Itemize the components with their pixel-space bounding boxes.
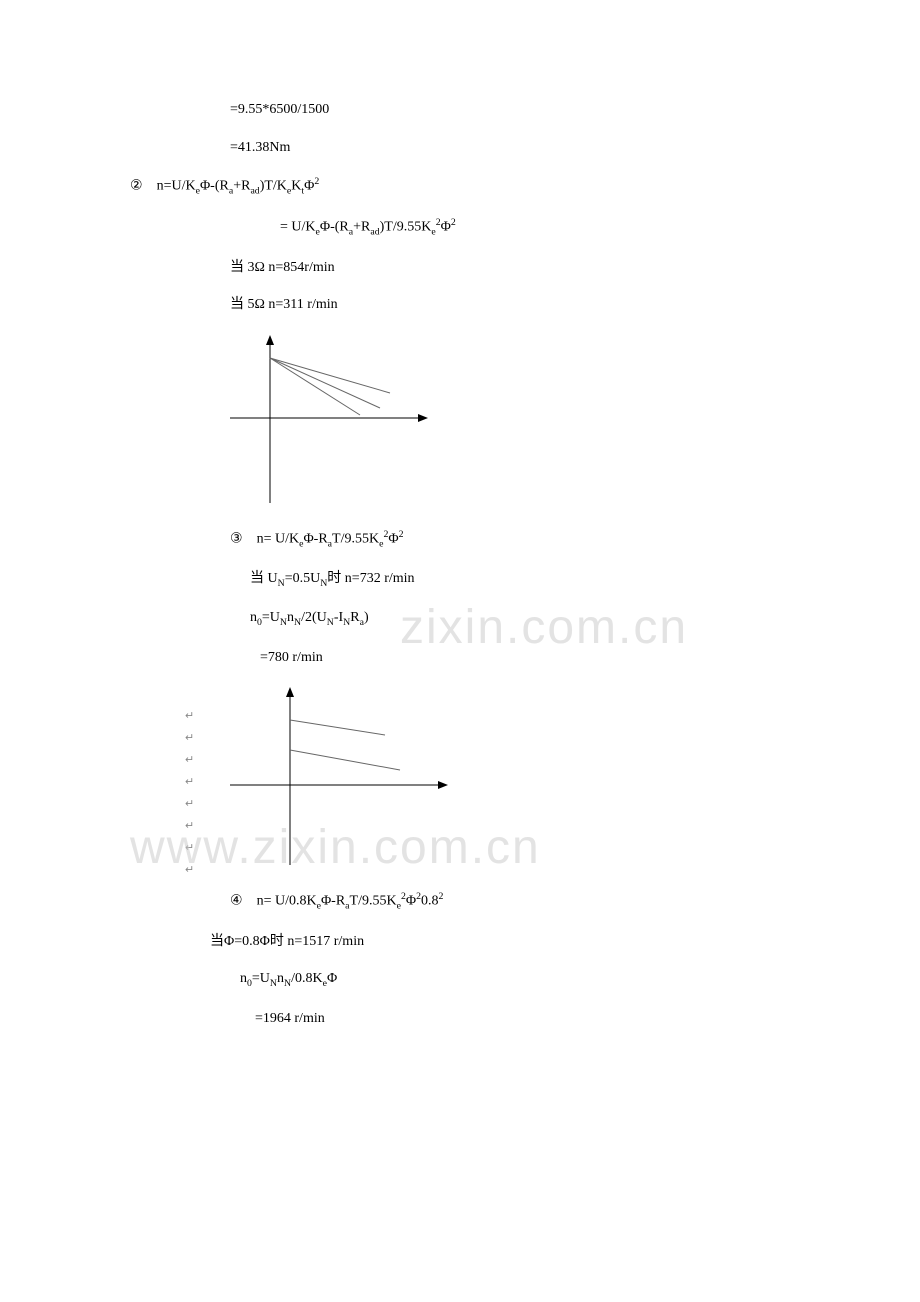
marker-4: ④ <box>230 894 243 909</box>
n0-result2: =1964 r/min <box>130 1009 830 1029</box>
n0-eq2: n0=UNnN/0.8KeΦ <box>130 969 830 991</box>
paragraph-markers: ↵↵↵↵↵↵↵↵ <box>185 705 194 881</box>
graph-2-svg <box>230 685 450 865</box>
case-phi08: 当Φ=0.8Φ时 n=1517 r/min <box>130 932 830 952</box>
graph-1-svg <box>230 333 430 503</box>
marker-3: ③ <box>230 531 243 546</box>
n0-eq: n0=UNnN/2(UN-INRa) <box>130 608 830 630</box>
eq-section-2b: = U/KeΦ-(Ra+Rad)T/9.55Ke2Φ2 <box>130 216 830 239</box>
case-halfUN: 当 UN=0.5UN时 n=732 r/min <box>130 569 830 591</box>
n0-result: =780 r/min <box>130 648 830 668</box>
eq-section-4: ④ n= U/0.8KeΦ-RaT/9.55Ke2Φ20.82 <box>130 890 830 913</box>
eq-calc-1: =9.55*6500/1500 <box>130 100 830 120</box>
eq-result-1: =41.38Nm <box>130 138 830 158</box>
document-body: =9.55*6500/1500 =41.38Nm ② n=U/KeΦ-(Ra+R… <box>130 100 830 1046</box>
marker-2: ② <box>130 179 143 194</box>
eq-section-2: ② n=U/KeΦ-(Ra+Rad)T/KeKtΦ2 <box>130 175 830 198</box>
case-5ohm: 当 5Ω n=311 r/min <box>130 295 830 315</box>
eq-section-3: ③ n= U/KeΦ-RaT/9.55Ke2Φ2 <box>130 528 830 551</box>
graph-2 <box>230 685 830 870</box>
case-3ohm: 当 3Ω n=854r/min <box>130 258 830 278</box>
graph-1 <box>230 333 830 508</box>
